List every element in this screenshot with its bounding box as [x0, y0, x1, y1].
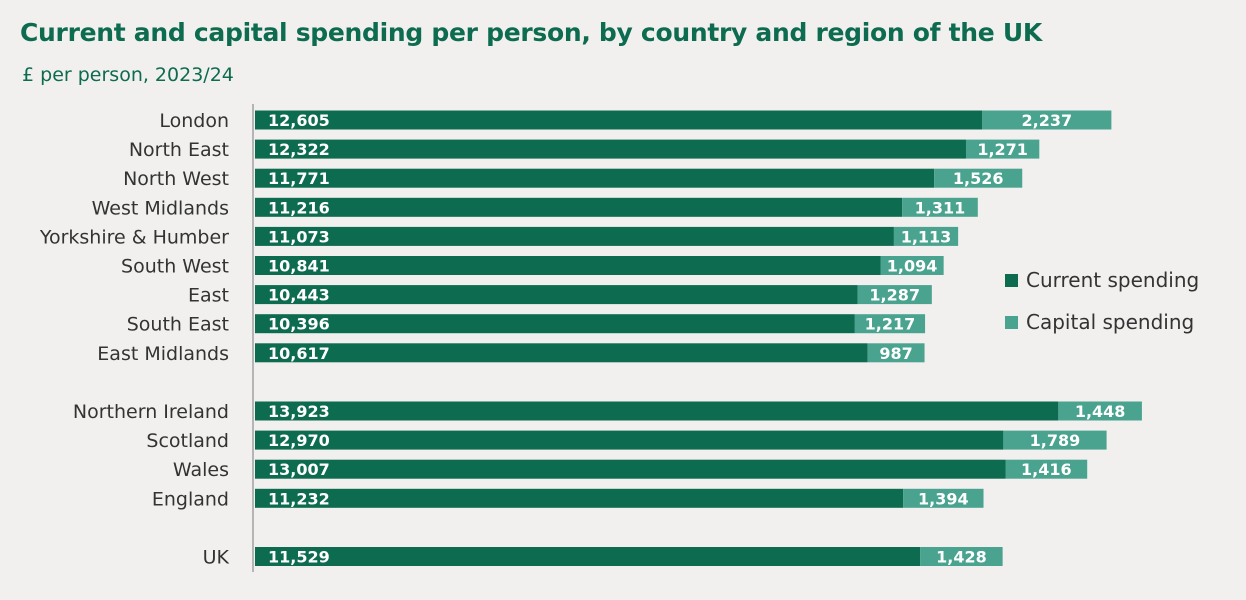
bar-capital	[857, 285, 932, 305]
category-label: Wales	[173, 459, 229, 481]
category-label: South West	[121, 256, 229, 278]
bar-current	[255, 459, 1006, 479]
data-label-capital: 1,311	[915, 198, 966, 217]
category-label: Northern Ireland	[73, 401, 229, 423]
data-label-current: 11,529	[268, 548, 330, 567]
bar-current	[255, 314, 855, 334]
category-label: North East	[129, 139, 229, 161]
bar-current	[255, 547, 921, 566]
bar-current	[255, 139, 966, 159]
data-label-current: 10,841	[268, 257, 330, 276]
data-label-capital: 1,448	[1075, 402, 1126, 421]
category-label: Scotland	[146, 430, 229, 452]
legend-label-capital: Capital spending	[1026, 310, 1195, 334]
bar-current	[255, 343, 868, 363]
category-label: London	[159, 110, 229, 132]
data-label-capital: 1,271	[977, 140, 1028, 159]
data-label-current: 11,771	[268, 169, 330, 188]
bar-capital	[1005, 459, 1088, 479]
data-label-capital: 2,237	[1022, 111, 1073, 130]
bar-capital	[880, 256, 944, 275]
category-label: UK	[203, 547, 230, 569]
data-label-current: 13,007	[268, 460, 330, 479]
bar-current	[255, 401, 1059, 421]
bar-capital	[934, 168, 1023, 188]
data-label-capital: 1,094	[887, 257, 938, 276]
bar-capital	[893, 226, 959, 246]
bar-capital	[1058, 401, 1142, 421]
data-label-capital: 1,287	[869, 286, 920, 305]
bar-current	[255, 488, 904, 508]
data-label-current: 12,605	[268, 111, 330, 130]
data-label-capital: 1,789	[1030, 431, 1081, 450]
bar-capital	[920, 547, 1003, 566]
legend: Current spending Capital spending	[1005, 266, 1199, 350]
data-label-capital: 1,428	[936, 548, 987, 567]
data-label-current: 11,216	[268, 198, 330, 217]
chart-title: Current and capital spending per person,…	[20, 18, 1042, 47]
data-label-current: 12,970	[268, 431, 330, 450]
bar-capital	[902, 197, 978, 217]
data-label-capital: 1,526	[953, 169, 1004, 188]
legend-swatch-capital	[1005, 315, 1018, 329]
data-label-current: 11,073	[268, 227, 330, 246]
bar-capital	[982, 110, 1112, 130]
category-label: West Midlands	[92, 197, 229, 219]
bar-capital	[903, 488, 984, 508]
data-label-capital: 1,113	[901, 227, 952, 246]
bar-capital	[1003, 430, 1107, 450]
legend-swatch-current	[1005, 273, 1018, 287]
category-label: England	[152, 488, 229, 510]
data-label-current: 13,923	[268, 402, 330, 421]
data-label-current: 10,396	[268, 315, 330, 334]
data-label-current: 11,232	[268, 489, 330, 508]
category-label: East Midlands	[97, 343, 229, 365]
bar-current	[255, 430, 1004, 450]
data-label-current: 10,617	[268, 344, 330, 363]
legend-label-current: Current spending	[1026, 268, 1200, 292]
category-label: East	[188, 285, 229, 307]
bar-capital	[854, 314, 926, 334]
category-label: South East	[127, 314, 229, 336]
legend-item-capital: Capital spending	[1005, 308, 1199, 336]
bar-current	[255, 197, 903, 217]
data-label-current: 12,322	[268, 140, 330, 159]
bar-capital	[867, 343, 925, 363]
bar-current	[255, 168, 935, 188]
data-label-capital: 987	[879, 344, 912, 363]
legend-item-current: Current spending	[1005, 266, 1199, 294]
data-label-capital: 1,217	[865, 315, 916, 334]
data-label-current: 10,443	[268, 286, 330, 305]
category-label: Yorkshire & Humber	[39, 226, 229, 248]
bar-current	[255, 110, 983, 130]
bar-capital	[965, 139, 1040, 159]
chart-subtitle: £ per person, 2023/24	[22, 64, 234, 86]
category-label: North West	[123, 168, 229, 190]
bar-current	[255, 285, 858, 305]
bar-current	[255, 256, 881, 275]
bar-current	[255, 226, 894, 246]
data-label-capital: 1,394	[918, 489, 969, 508]
data-label-capital: 1,416	[1021, 460, 1072, 479]
